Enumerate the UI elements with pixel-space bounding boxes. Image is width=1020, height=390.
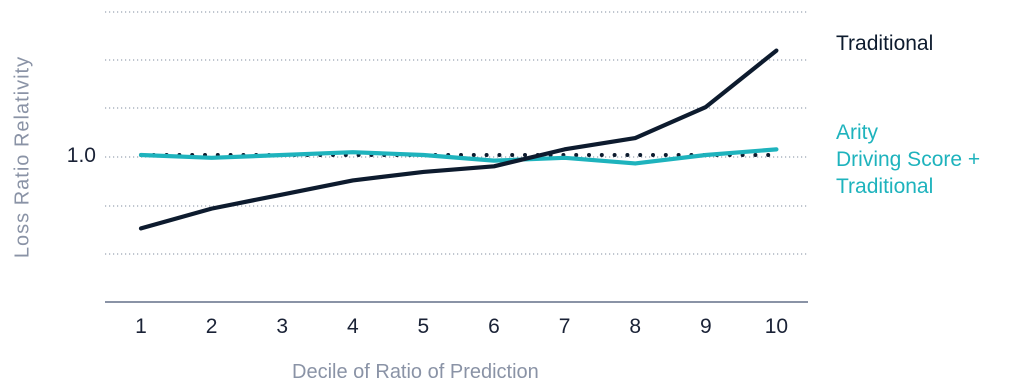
legend-traditional: Traditional — [836, 32, 934, 55]
tick-labels: 1 2 3 4 5 6 7 8 9 10 1.0 — [67, 144, 788, 338]
gridlines — [105, 11, 808, 255]
y-tick-label: 1.0 — [67, 144, 96, 167]
x-tick-label: 8 — [629, 315, 641, 338]
x-tick-label: 10 — [765, 315, 788, 338]
series-group — [138, 48, 779, 231]
x-tick-label: 6 — [488, 315, 500, 338]
legend-arity-line-2: Driving Score + — [836, 148, 981, 171]
x-tick-label: 7 — [559, 315, 571, 338]
y-axis-title: Loss Ratio Relativity — [11, 55, 34, 259]
x-tick-label: 5 — [418, 315, 430, 338]
legend-arity: Arity Driving Score + Traditional — [836, 119, 980, 200]
legend-arity-line-1: Arity — [836, 121, 878, 144]
x-tick-label: 9 — [700, 315, 712, 338]
series-line-arity — [138, 147, 779, 166]
x-tick-label: 2 — [206, 315, 218, 338]
legend-arity-line-3: Traditional — [836, 175, 934, 198]
x-tick-label: 1 — [135, 315, 147, 338]
series-line-traditional — [138, 48, 779, 231]
x-tick-label: 4 — [347, 315, 359, 338]
x-tick-label: 3 — [276, 315, 288, 338]
x-axis-title: Decile of Ratio of Prediction — [292, 361, 539, 383]
